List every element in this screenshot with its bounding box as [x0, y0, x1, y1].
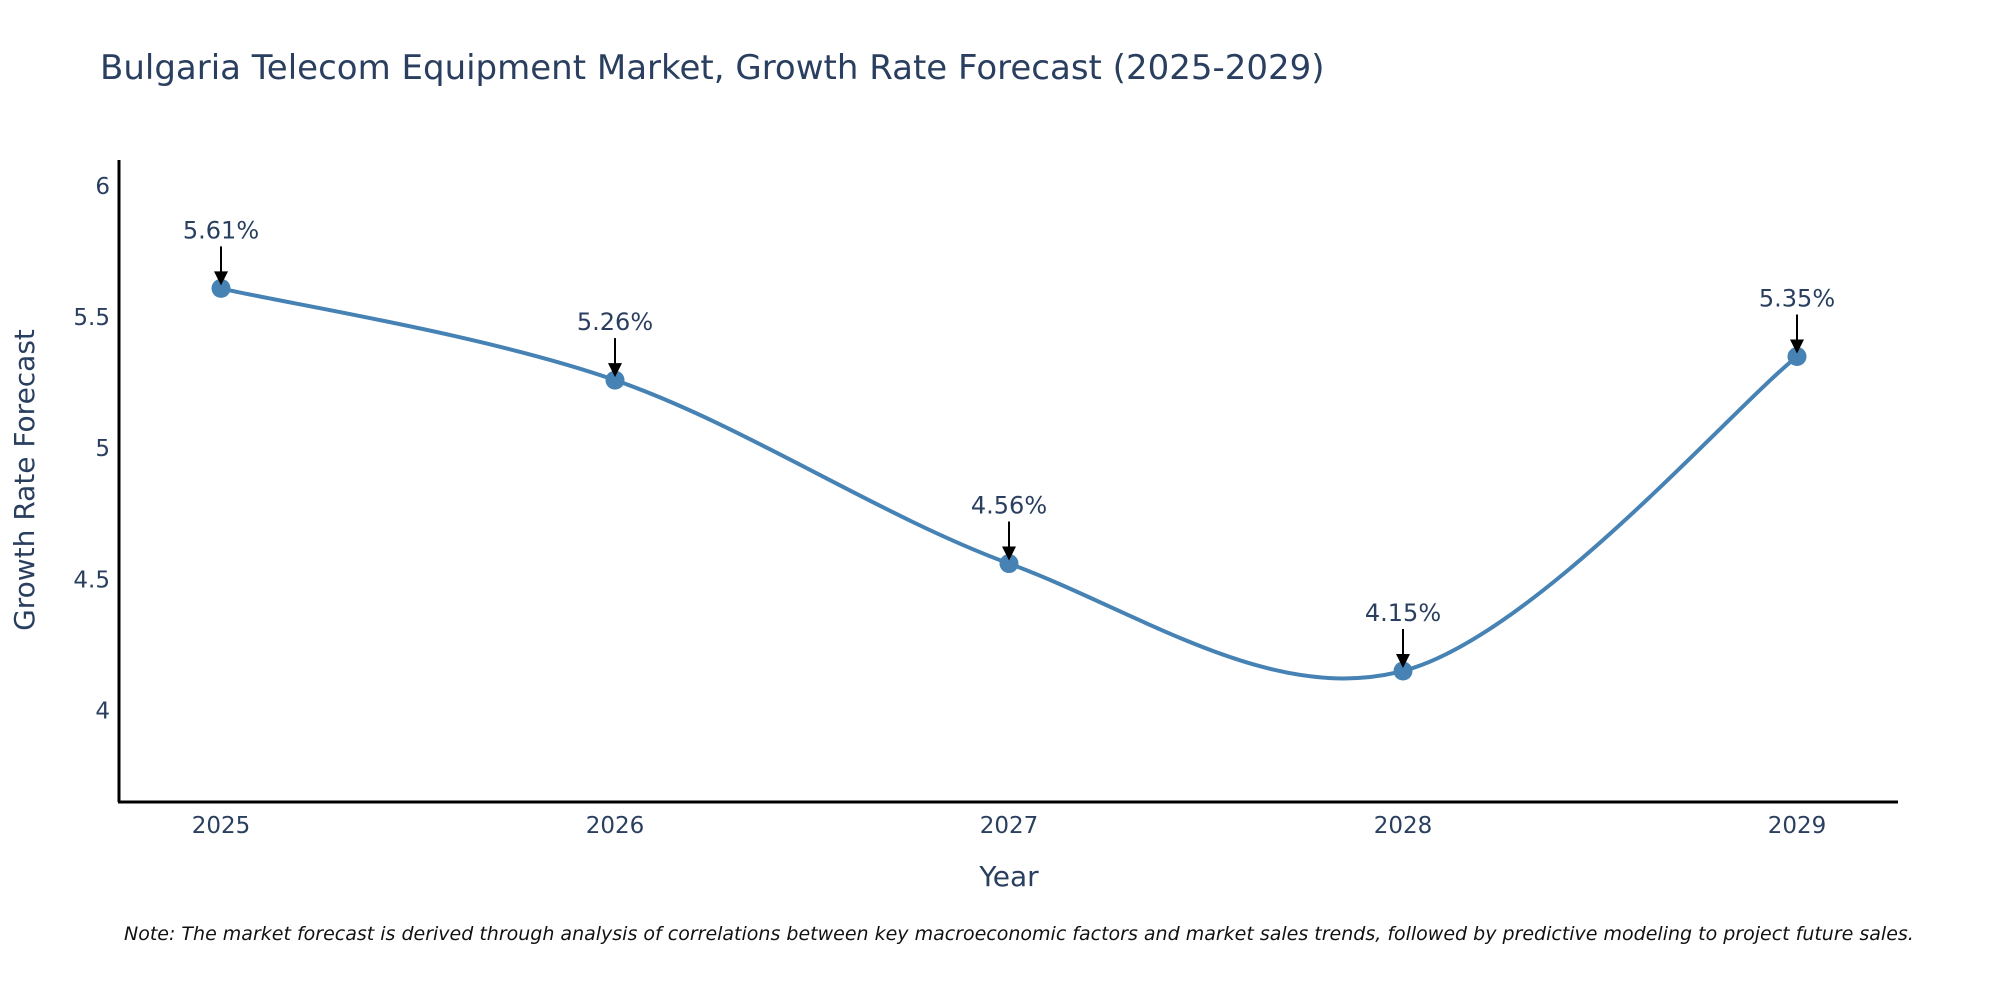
annotation-arrow-head: [608, 363, 622, 378]
y-tick-label: 4.5: [73, 567, 110, 593]
x-tick-label: 2028: [1374, 813, 1433, 839]
x-tick-label: 2029: [1768, 813, 1827, 839]
data-label: 5.61%: [183, 216, 259, 244]
data-markers: [211, 278, 1807, 681]
chart-title: Bulgaria Telecom Equipment Market, Growt…: [100, 48, 1325, 88]
y-axis-ticks: 4 4.5 5 5.5 6: [73, 174, 110, 724]
y-tick-label: 4: [95, 698, 110, 724]
data-label: 5.35%: [1759, 285, 1835, 313]
data-label: 5.26%: [577, 308, 653, 336]
y-axis-title: Growth Rate Forecast: [8, 329, 41, 631]
data-point-marker: [1787, 347, 1807, 367]
x-tick-label: 2026: [586, 813, 645, 839]
y-tick-label: 6: [95, 174, 110, 200]
x-tick-label: 2027: [980, 813, 1039, 839]
chart-note: Note: The market forecast is derived thr…: [124, 923, 1914, 945]
y-tick-label: 5: [95, 436, 110, 462]
x-tick-label: 2025: [192, 813, 251, 839]
data-label: 4.15%: [1365, 599, 1441, 627]
annotation-arrow-head: [1396, 653, 1410, 668]
annotation-arrow-head: [1790, 339, 1804, 354]
data-label-annotations: 5.61% 5.26% 4.56% 4.15% 5.35%: [183, 216, 1835, 668]
data-point-marker: [999, 554, 1019, 574]
data-point-marker: [211, 278, 231, 298]
data-point-marker: [605, 370, 625, 390]
x-axis-ticks: 2025 2026 2027 2028 2029: [192, 813, 1827, 839]
y-tick-label: 5.5: [73, 305, 110, 331]
annotation-arrow-head: [214, 271, 228, 286]
data-point-marker: [1393, 661, 1413, 681]
data-label: 4.56%: [971, 492, 1047, 520]
x-axis-title: Year: [978, 860, 1039, 893]
annotation-arrow-head: [1002, 546, 1016, 561]
